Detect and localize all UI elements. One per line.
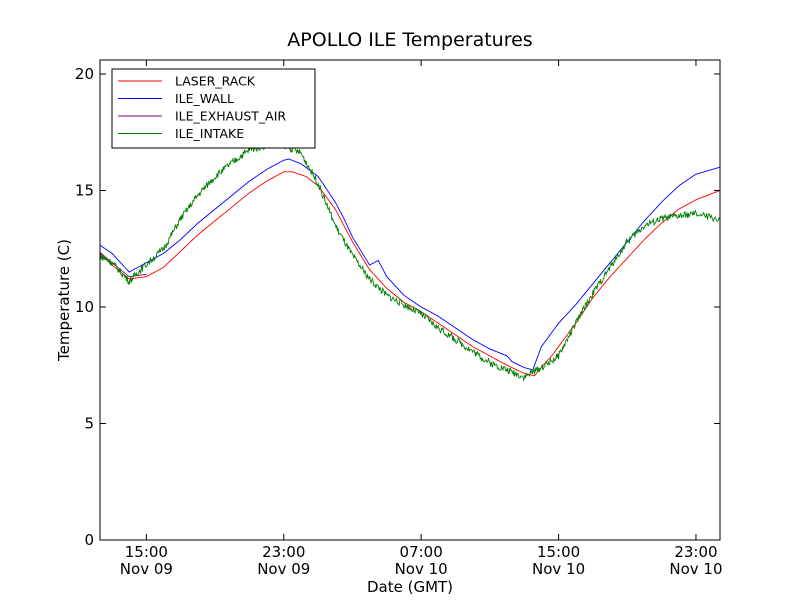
y-tick-label: 20 (75, 65, 94, 83)
x-tick-time-label: 23:00 (674, 543, 717, 561)
x-tick-time-label: 07:00 (400, 543, 443, 561)
y-tick-label: 10 (75, 298, 94, 316)
series-line-laser-rack (99, 171, 721, 377)
legend-box (111, 68, 316, 149)
legend-label-ile-wall: ILE_WALL (175, 91, 234, 106)
legend-label-ile-exhaust-air: ILE_EXHAUST_AIR (175, 109, 286, 124)
x-tick-date-label: Nov 10 (669, 560, 722, 578)
series-line-ile-wall (99, 158, 721, 371)
x-tick-date-label: Nov 10 (395, 560, 448, 578)
x-tick-date-label: Nov 09 (120, 560, 173, 578)
plot-frame (99, 59, 721, 541)
y-axis: 0 5 10 15 20 (75, 65, 720, 549)
x-tick-time-label: 23:00 (262, 543, 305, 561)
x-tick-time-label: 15:00 (537, 543, 580, 561)
y-axis-label: Temperature (C) (55, 239, 73, 362)
y-tick-label: 5 (84, 414, 94, 432)
legend-label-ile-intake: ILE_INTAKE (175, 126, 244, 141)
x-tick-date-label: Nov 09 (257, 560, 310, 578)
series-layer (99, 141, 721, 382)
y-tick-label: 0 (84, 531, 94, 549)
legend-label-laser-rack: LASER_RACK (175, 74, 256, 89)
series-line-ile-intake (99, 141, 721, 382)
chart-title: APOLLO ILE Temperatures (287, 29, 532, 51)
x-tick-time-label: 15:00 (125, 543, 168, 561)
y-tick-label: 15 (75, 181, 94, 199)
x-axis-label: Date (GMT) (367, 578, 453, 596)
legend: LASER_RACK ILE_WALL ILE_EXHAUST_AIR ILE_INT… (111, 68, 316, 149)
x-tick-date-label: Nov 10 (532, 560, 585, 578)
